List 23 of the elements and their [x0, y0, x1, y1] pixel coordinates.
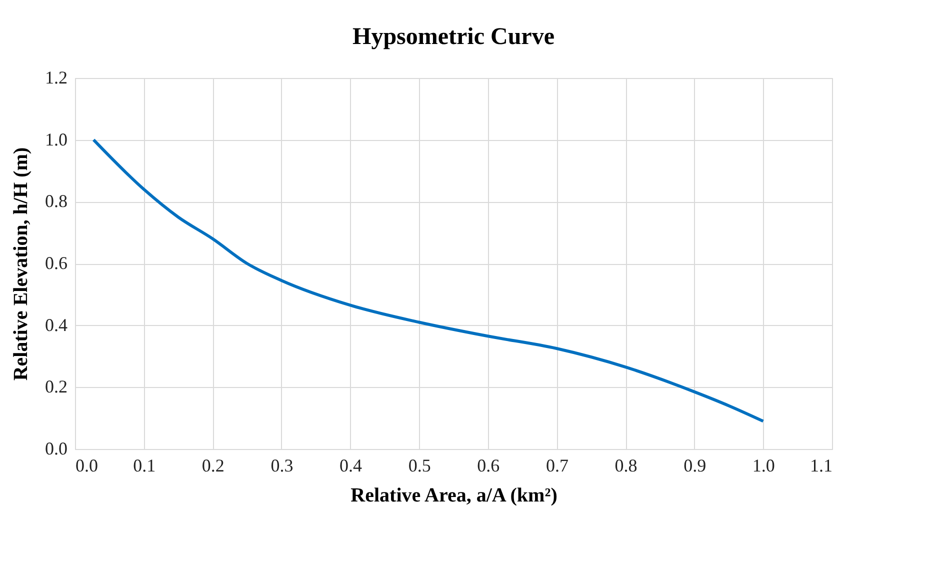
x-tick-label: 0.6 — [477, 456, 500, 476]
x-tick-label: 0.1 — [133, 456, 156, 476]
y-axis-title: Relative Elevation, h/H (m) — [10, 147, 32, 381]
x-tick-label: 0.9 — [684, 456, 706, 476]
line-series — [92, 138, 765, 423]
x-tick-label: 1.1 — [810, 456, 832, 476]
x-tick-label: 0.3 — [270, 456, 294, 476]
x-tick-label: 0.0 — [76, 456, 98, 476]
y-tick-label: 1.0 — [45, 129, 68, 150]
x-tick-label: 0.2 — [202, 456, 224, 476]
y-tick-label: 0.6 — [45, 253, 68, 273]
chart-title: Hypsometric Curve — [352, 24, 555, 50]
x-axis-title: Relative Area, a/A (km²) — [350, 484, 558, 506]
x-tick-label: 0.8 — [614, 456, 638, 476]
x-tick-label: 0.4 — [340, 456, 362, 476]
y-tick-label: 1.2 — [45, 68, 68, 88]
y-tick-label: 0.0 — [45, 438, 68, 458]
y-tick-label: 0.8 — [45, 191, 68, 212]
x-tick-label: 1.0 — [752, 456, 775, 476]
x-tick-label: 0.5 — [408, 456, 431, 476]
y-tick-label: 0.2 — [45, 376, 68, 397]
y-tick-label: 0.4 — [45, 314, 68, 335]
x-tick-label: 0.7 — [546, 456, 568, 476]
